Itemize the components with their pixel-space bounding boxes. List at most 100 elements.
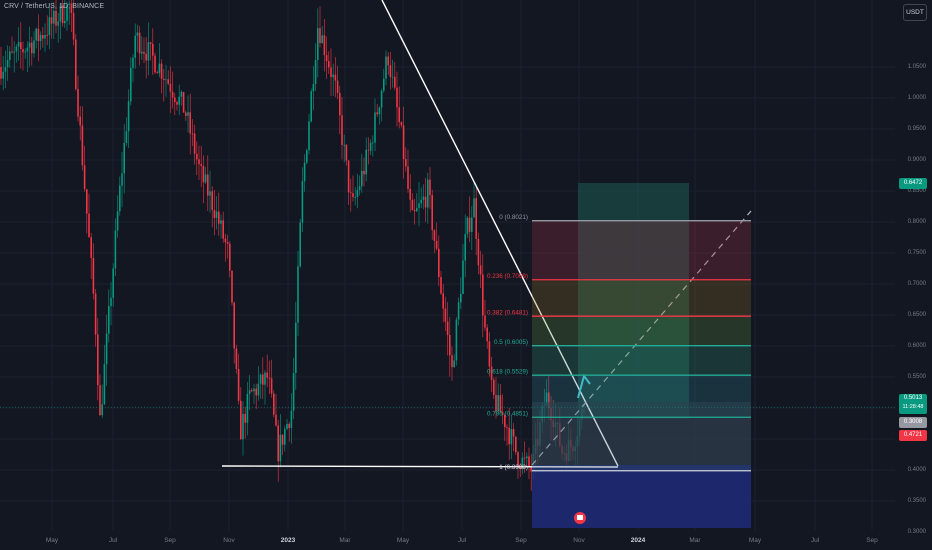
candle-body [284,428,286,445]
candle-body [39,35,42,42]
candle-body [185,112,187,116]
price-tick-label: 0.6500 [907,312,926,318]
candle-body [266,372,268,378]
candle-body [482,274,484,316]
fib-band [532,417,751,471]
candle-body [262,374,264,385]
time-axis[interactable]: May Jul Sep Nov 2023 Mar May Jul Sep Nov 2024 Mar Ma… [0,530,895,550]
candle-body [226,242,229,244]
candle-body [468,217,471,232]
candle-body [385,56,387,79]
candle-body [24,51,26,53]
candle-body [189,112,191,134]
neutral-zone-box [532,402,751,465]
candle-body [420,199,422,204]
candle-body [429,179,431,196]
candle-body [127,101,130,132]
candle-body [136,32,139,36]
candle-body [394,76,396,88]
candle-body [145,53,147,61]
chart-pane[interactable]: 0 (0.8021) 0.236 (0.7069) 0.382 (0.6481) 0.… [0,0,895,530]
candle-body [64,20,66,24]
price-tick-label: 0.7500 [907,250,926,256]
symbol-title[interactable]: CRV / TetherUS, 1D, BINANCE [4,3,105,10]
gray-price-tag: 0.3008 [899,417,927,428]
candle-body [152,43,154,56]
currency-button[interactable]: USDT [903,4,927,21]
candle-body [519,467,521,469]
candle-body [156,72,158,74]
candle-body [449,335,451,356]
candle-body [88,213,90,238]
candle-body [125,131,128,144]
candle-body [506,427,508,428]
candle-body [44,34,46,39]
candle-body [363,170,365,175]
candle-body [453,360,455,368]
candle-body [99,385,101,416]
candle-body [176,102,178,105]
fib-level-label: 0 (0.8021) [499,214,528,221]
candle-body [255,388,257,396]
time-tick-label: Nov [223,537,235,544]
long-position-profit-zone [578,183,689,419]
candle-body [160,63,163,79]
price-tick-label: 0.8500 [907,188,926,194]
bar-countdown: 11:28:48 [902,404,924,410]
fib-level-label: 0.5 (0.6005) [494,339,528,346]
candle-body [229,243,231,271]
candle-body [376,112,378,115]
candle-body [180,91,183,97]
current-price-tag: 0.5013 11:28:48 [899,394,927,414]
price-axis[interactable]: 1.0500 1.0000 0.9500 0.9000 0.8500 0.8000 0.75… [895,0,932,550]
candle-body [462,260,464,294]
price-tick-label: 0.5500 [907,374,926,380]
candle-body [508,427,510,445]
candle-body [297,266,299,323]
candle-body [233,302,235,349]
candle-body [70,3,73,13]
risk-zone-box [532,465,751,528]
candle-body [105,333,108,365]
flag-event-icon[interactable] [574,512,586,524]
candle-body [193,133,196,154]
price-chart-canvas[interactable]: 0 (0.8021) 0.236 (0.7069) 0.382 (0.6481) 0.… [0,0,895,530]
candle-body [53,10,55,24]
candle-body [77,89,79,117]
price-tick-label: 0.8000 [907,219,926,225]
candle-body [325,55,328,62]
candle-body [323,35,326,56]
time-tick-label: May [396,537,410,544]
candle-body [138,32,141,54]
candle-body [207,174,209,196]
candle-body [9,51,11,61]
candle-body [143,51,145,54]
candle-body [4,67,7,72]
candle-body [523,457,526,459]
candle-body [259,374,262,384]
candle-body [473,198,475,218]
candle-body [330,67,332,78]
price-tick-label: 1.0500 [907,64,926,70]
candle-body [182,91,185,113]
candle-body [451,355,453,368]
candle-body [464,234,466,261]
time-tick-label: May [748,537,762,544]
candle-body [204,174,207,183]
candle-body [165,79,167,81]
candle-body [68,3,70,5]
candle-body [422,196,425,200]
candle-body [169,83,172,92]
candle-body [424,196,427,208]
candle-body [347,160,350,193]
candle-body [248,390,251,394]
candle-body [279,434,282,462]
candle-body [48,17,51,36]
candle-body [400,122,403,126]
price-tick-label: 0.6000 [907,343,926,349]
candle-body [504,414,506,428]
candle-body [209,191,211,196]
candle-body [167,79,169,84]
candle-body [411,199,414,211]
candle-body [141,51,143,54]
